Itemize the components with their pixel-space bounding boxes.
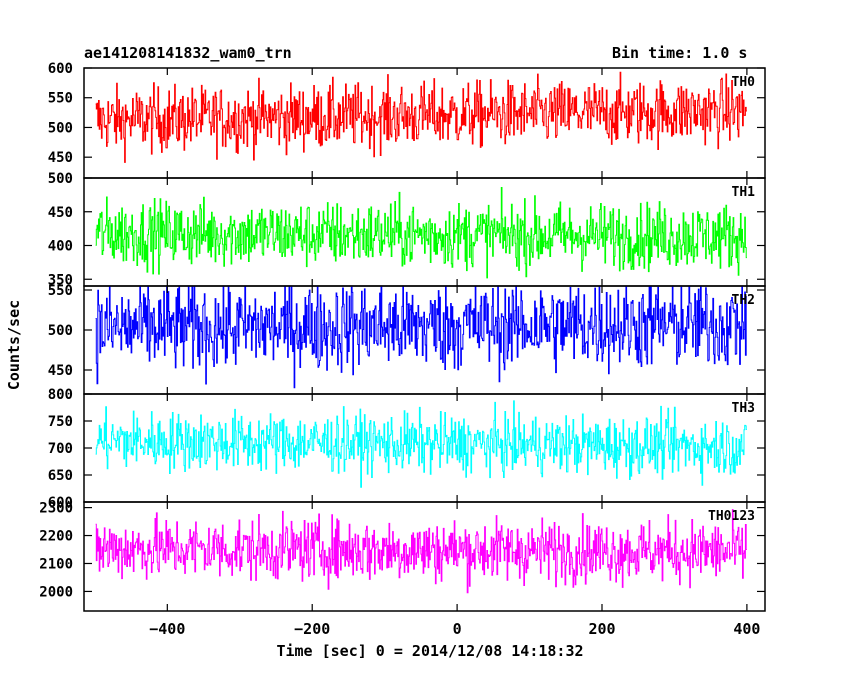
series-line-th3 (95, 400, 747, 488)
y-tick-label: 550 (48, 283, 73, 299)
panel-label-th1: TH1 (732, 185, 756, 200)
y-tick-label: 2000 (39, 584, 73, 600)
y-tick-label: 500 (48, 171, 73, 187)
y-tick-label: 400 (48, 239, 73, 255)
x-axis-label: Time [sec] 0 = 2014/12/08 14:18:32 (276, 642, 583, 660)
panel-frame-th0123 (83, 501, 766, 612)
series-line-th0 (95, 71, 747, 163)
chart-title: ae141208141832_wam0_trn (84, 44, 292, 62)
x-tick-label: −400 (149, 620, 185, 638)
y-tick-label: 600 (48, 495, 73, 511)
panel-label-th0: TH0 (732, 75, 756, 90)
x-tick-label: −200 (294, 620, 330, 638)
x-tick-label: 0 (453, 620, 462, 638)
y-tick-label: 450 (48, 205, 73, 221)
panel-label-th3: TH3 (732, 401, 755, 416)
y-tick-label: 450 (48, 150, 73, 166)
series-line-th2 (95, 286, 747, 389)
series-line-th1 (95, 187, 747, 279)
y-tick-label: 450 (48, 363, 73, 379)
x-tick-label: 200 (588, 620, 615, 638)
y-tick-label: 2300 (39, 501, 73, 517)
panel-label-th0123: TH0123 (708, 509, 755, 524)
panel-label-th2: TH2 (732, 293, 755, 308)
series-line-th0123 (95, 509, 747, 594)
y-tick-label: 500 (48, 120, 73, 136)
bin-time-label: Bin time: 1.0 s (612, 44, 748, 62)
y-tick-label: 550 (48, 91, 73, 107)
y-tick-label: 750 (48, 414, 73, 430)
y-tick-label: 600 (48, 61, 73, 77)
y-tick-label: 500 (48, 323, 73, 339)
y-tick-label: 700 (48, 441, 73, 457)
y-tick-label: 800 (48, 387, 73, 403)
y-axis-label: Counts/sec (5, 300, 23, 390)
y-tick-label: 2100 (39, 556, 73, 572)
y-tick-label: 2200 (39, 529, 73, 545)
y-tick-label: 350 (48, 272, 73, 288)
x-tick-label: 400 (733, 620, 760, 638)
y-tick-label: 650 (48, 468, 73, 484)
